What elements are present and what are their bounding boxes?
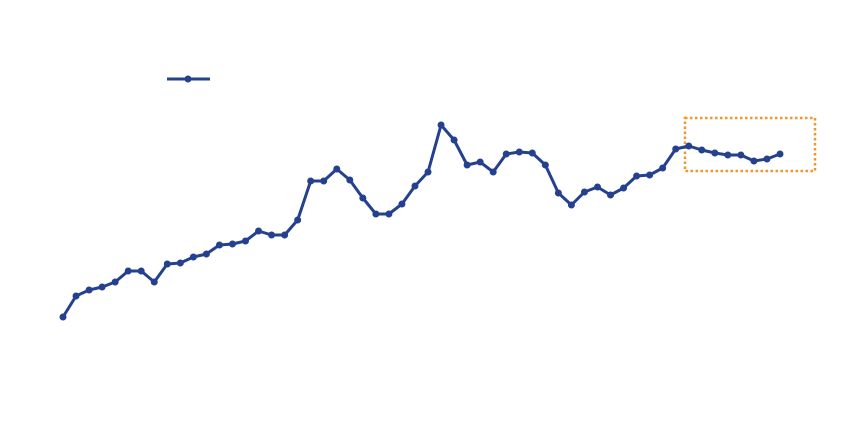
data-point — [111, 278, 119, 286]
data-point — [685, 142, 693, 150]
data-point — [489, 168, 497, 176]
data-point — [189, 253, 197, 261]
data-point — [320, 177, 328, 185]
data-point — [228, 240, 236, 248]
data-point — [59, 313, 67, 321]
data-point — [502, 150, 510, 158]
data-point — [242, 237, 250, 245]
data-point — [411, 182, 419, 190]
data-point — [268, 231, 276, 239]
data-point — [476, 158, 484, 166]
data-point — [255, 227, 263, 235]
highlight-box — [683, 116, 817, 173]
data-point — [672, 145, 680, 153]
data-point — [593, 183, 601, 191]
data-point — [281, 231, 289, 239]
data-point — [98, 283, 106, 291]
data-point — [633, 172, 641, 180]
data-point — [163, 260, 171, 268]
data-point — [711, 149, 719, 157]
data-point — [463, 161, 471, 169]
data-point — [450, 136, 458, 144]
data-point — [528, 149, 536, 157]
data-point — [424, 168, 432, 176]
data-point — [659, 164, 667, 172]
data-point — [307, 177, 315, 185]
data-point — [763, 155, 771, 163]
data-point — [72, 292, 80, 300]
legend-marker — [184, 75, 192, 83]
data-point — [724, 151, 732, 159]
data-point — [580, 188, 588, 196]
data-point — [567, 201, 575, 209]
data-point — [176, 259, 184, 267]
data-point — [541, 161, 549, 169]
data-point — [737, 151, 745, 159]
data-point — [150, 278, 158, 286]
data-point — [385, 210, 393, 218]
data-point — [515, 148, 523, 156]
data-point — [554, 189, 562, 197]
data-point — [698, 146, 706, 154]
data-point — [398, 200, 406, 208]
data-point — [85, 286, 93, 294]
data-point — [359, 194, 367, 202]
data-point — [294, 216, 302, 224]
data-point — [137, 267, 145, 275]
data-point — [202, 250, 210, 258]
data-point — [646, 171, 654, 179]
data-point — [333, 165, 341, 173]
data-point — [750, 157, 758, 165]
data-point — [124, 267, 132, 275]
data-point — [620, 184, 628, 192]
data-point — [215, 241, 223, 249]
data-point — [776, 150, 784, 158]
data-point — [437, 121, 445, 129]
legend — [167, 75, 210, 83]
data-point — [607, 191, 615, 199]
data-point — [346, 176, 354, 184]
data-point — [372, 210, 380, 218]
